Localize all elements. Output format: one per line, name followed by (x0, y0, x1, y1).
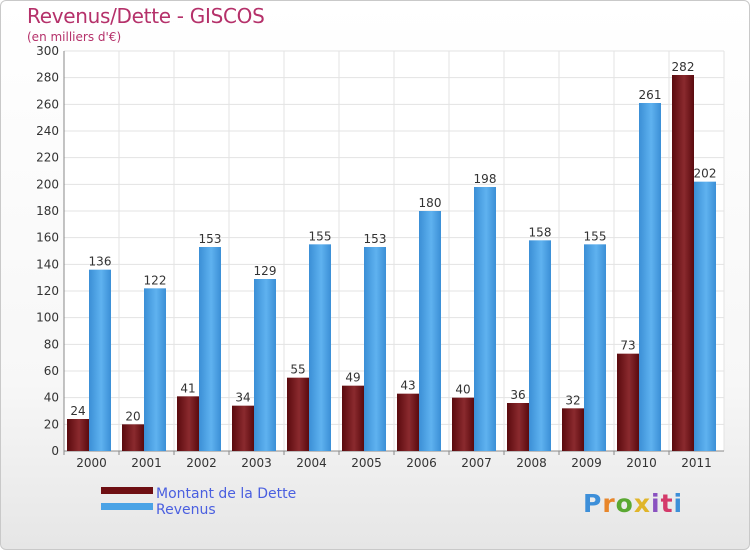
bar-revenus (694, 181, 716, 451)
x-tick-label: 2001 (131, 456, 162, 470)
bar-revenus (419, 211, 441, 451)
chart-subtitle: (en milliers d'€) (27, 30, 122, 44)
bar-revenus (474, 187, 496, 451)
bar-dette (122, 424, 144, 451)
data-label-dette: 40 (455, 383, 470, 397)
bar-dette (287, 377, 309, 451)
data-label-dette: 32 (565, 393, 580, 407)
y-tick-label: 40 (44, 391, 59, 405)
data-label-revenus: 158 (529, 225, 552, 239)
bar-revenus (89, 269, 111, 451)
x-tick-label: 2003 (241, 456, 272, 470)
bar-dette (342, 385, 364, 451)
bar-revenus (199, 247, 221, 451)
data-label-revenus: 122 (144, 273, 167, 287)
y-tick-label: 180 (36, 204, 59, 218)
y-tick-label: 260 (36, 97, 59, 111)
data-label-dette: 49 (345, 371, 360, 385)
y-tick-label: 160 (36, 231, 59, 245)
x-tick-label: 2010 (626, 456, 657, 470)
chart-title: Revenus/Dette - GISCOS (27, 4, 265, 28)
logo-letter: x (633, 489, 651, 518)
y-tick-label: 80 (44, 337, 59, 351)
bar-revenus (254, 279, 276, 451)
data-label-dette: 24 (70, 404, 85, 418)
data-label-revenus: 153 (199, 232, 222, 246)
data-label-revenus: 153 (364, 232, 387, 246)
x-tick-label: 2002 (186, 456, 217, 470)
y-tick-label: 240 (36, 124, 59, 138)
bar-dette (562, 408, 584, 451)
y-tick-label: 60 (44, 364, 59, 378)
y-tick-label: 280 (36, 71, 59, 85)
y-tick-label: 300 (36, 44, 59, 58)
data-label-revenus: 198 (474, 172, 497, 186)
bar-dette (232, 405, 254, 451)
logo-letter: r (602, 489, 616, 518)
x-tick-label: 2008 (516, 456, 547, 470)
data-label-dette: 43 (400, 379, 415, 393)
logo-letter: i (651, 489, 661, 518)
bar-revenus (364, 247, 386, 451)
bar-dette (67, 419, 89, 451)
data-label-dette: 55 (290, 363, 305, 377)
x-tick-label: 2011 (681, 456, 712, 470)
x-tick-label: 2000 (76, 456, 107, 470)
y-tick-label: 100 (36, 311, 59, 325)
data-label-dette: 73 (620, 339, 635, 353)
data-label-revenus: 136 (89, 255, 112, 269)
bar-dette (397, 393, 419, 451)
bar-revenus (639, 103, 661, 451)
data-label-revenus: 155 (584, 229, 607, 243)
y-tick-label: 0 (51, 444, 59, 458)
data-label-dette: 41 (180, 381, 195, 395)
data-label-revenus: 155 (309, 229, 332, 243)
y-tick-label: 20 (44, 417, 59, 431)
bar-revenus (309, 244, 331, 451)
logo-letter: o (615, 489, 634, 518)
y-tick-label: 200 (36, 177, 59, 191)
data-label-dette: 20 (125, 409, 140, 423)
data-label-revenus: 202 (694, 167, 717, 181)
bar-dette (617, 353, 639, 451)
bar-dette (672, 75, 694, 451)
legend-swatch-revenus (101, 503, 153, 510)
x-tick-label: 2005 (351, 456, 382, 470)
data-label-dette: 282 (672, 60, 695, 74)
logo-letter: P (583, 489, 603, 518)
logo-letter: i (673, 489, 684, 518)
data-label-revenus: 180 (419, 196, 442, 210)
data-label-revenus: 129 (254, 264, 277, 278)
bar-dette (507, 403, 529, 451)
legend-label-revenus: Revenus (156, 502, 216, 518)
data-label-dette: 36 (510, 388, 525, 402)
bar-revenus (144, 288, 166, 451)
proxiti-logo: Proxiti (583, 489, 683, 518)
data-label-dette: 34 (235, 391, 250, 405)
x-tick-label: 2006 (406, 456, 437, 470)
logo-letter: t (660, 489, 674, 518)
legend-label-dette: Montant de la Dette (156, 486, 297, 502)
y-tick-label: 120 (36, 284, 59, 298)
bar-revenus (584, 244, 606, 451)
legend-swatch-dette (101, 487, 153, 494)
x-tick-label: 2004 (296, 456, 327, 470)
y-tick-label: 220 (36, 151, 59, 165)
bar-dette (177, 396, 199, 451)
y-tick-label: 140 (36, 257, 59, 271)
bar-revenus (529, 240, 551, 451)
data-label-revenus: 261 (639, 88, 662, 102)
x-tick-label: 2007 (461, 456, 492, 470)
x-tick-label: 2009 (571, 456, 602, 470)
bar-dette (452, 397, 474, 451)
